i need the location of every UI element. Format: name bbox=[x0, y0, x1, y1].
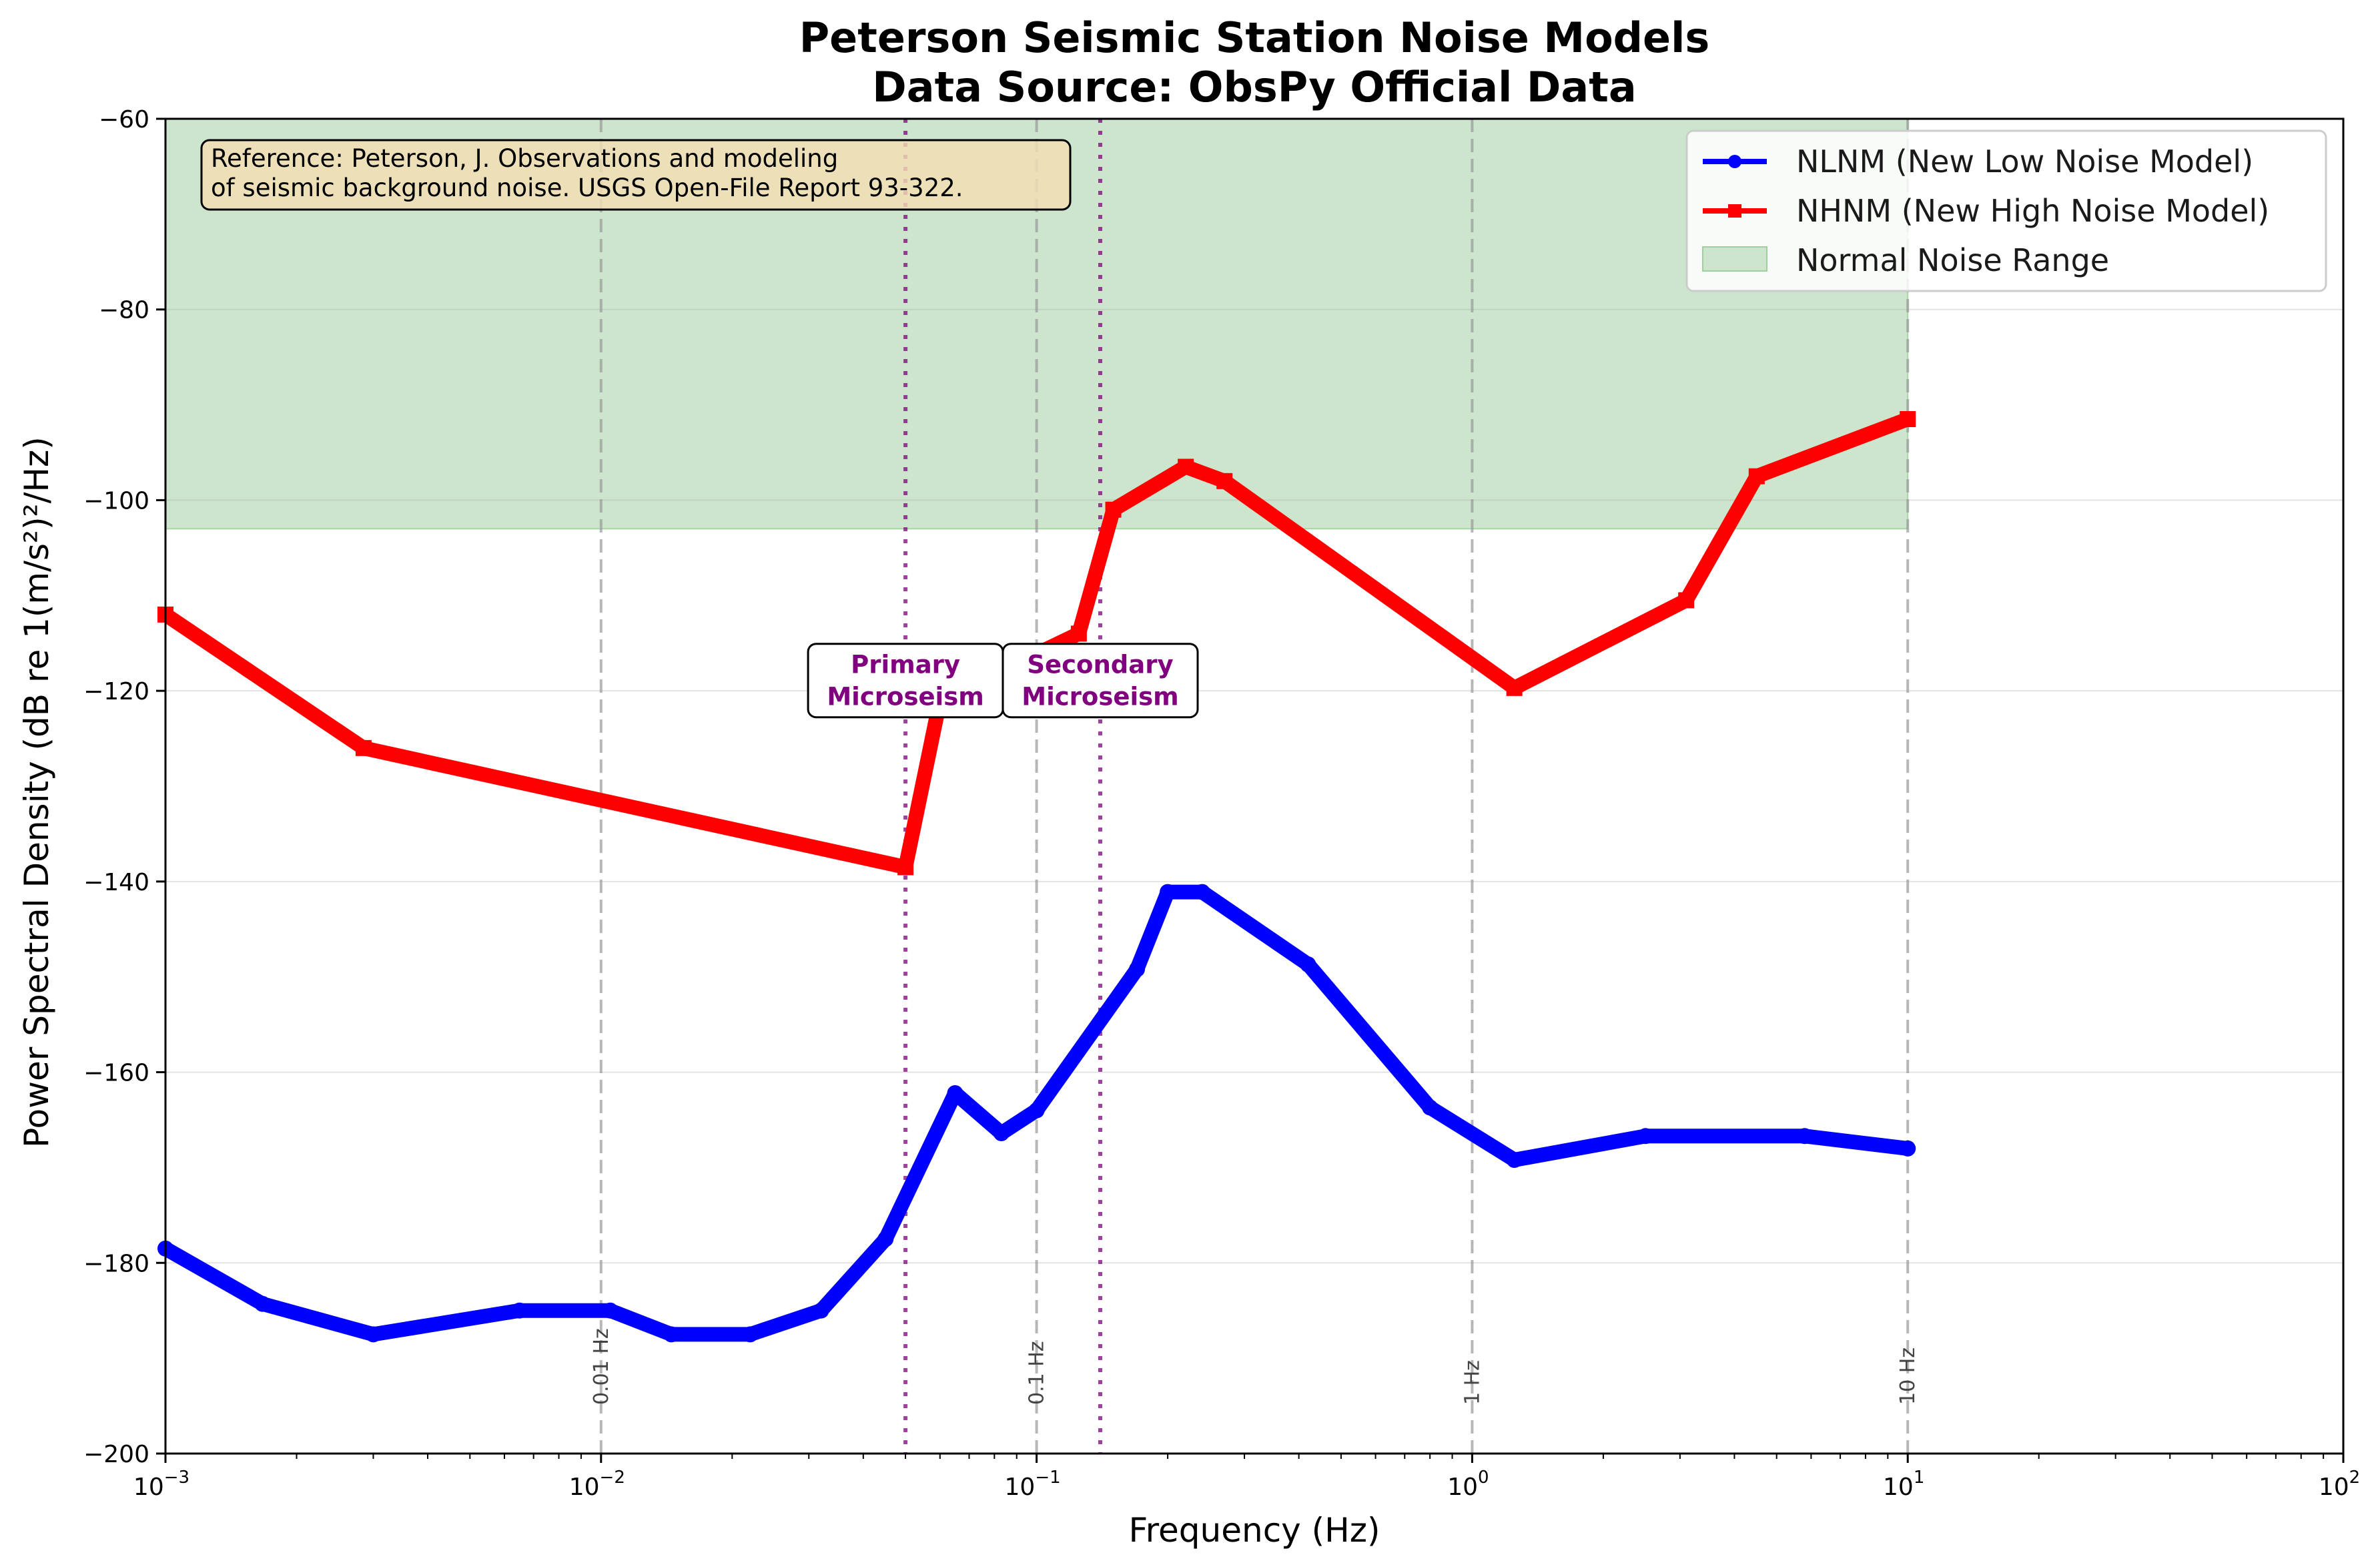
series-1-point-4 bbox=[1070, 625, 1087, 642]
y-tick-label-3: −140 bbox=[83, 869, 149, 896]
series-0-point-8 bbox=[877, 1231, 894, 1247]
y-tick-label-2: −160 bbox=[83, 1060, 149, 1087]
plot-area bbox=[165, 118, 2343, 1454]
series-1-point-6 bbox=[1178, 458, 1194, 475]
series-0-point-10 bbox=[993, 1125, 1010, 1141]
series-0-point-13 bbox=[1160, 884, 1176, 900]
y-tick-label-0: −200 bbox=[83, 1441, 149, 1468]
series-0-point-17 bbox=[1506, 1152, 1523, 1168]
x-tick-base-0: 10 bbox=[133, 1474, 164, 1501]
x-tick-label-3: 100 bbox=[1447, 1468, 1489, 1501]
series-1-point-7 bbox=[1216, 473, 1233, 489]
series-1-point-2 bbox=[897, 859, 914, 876]
series-0-point-19 bbox=[1796, 1128, 1813, 1145]
series-1-point-5 bbox=[1105, 501, 1122, 518]
microseism-annotations: Primary Microseism Secondary Microseism bbox=[807, 643, 1199, 719]
series-0-point-18 bbox=[1637, 1128, 1654, 1145]
legend-swatch-normal-range bbox=[1702, 246, 1767, 272]
x-tick-label-2: 10−1 bbox=[1005, 1468, 1061, 1501]
y-tick-label-7: −60 bbox=[99, 106, 149, 133]
series-0-point-15 bbox=[1300, 956, 1316, 973]
legend-label-normal-range: Normal Noise Range bbox=[1796, 242, 2109, 278]
series-0-point-6 bbox=[742, 1326, 759, 1343]
reference-line-label-1: 0.1 Hz bbox=[1026, 1341, 1049, 1405]
x-tick-label-4: 101 bbox=[1883, 1468, 1924, 1501]
legend-label-nhnm: NHNM (New High Noise Model) bbox=[1796, 193, 2269, 229]
series-0-point-4 bbox=[602, 1302, 619, 1319]
series-1-point-11 bbox=[1900, 411, 1916, 427]
legend-marker-nhnm bbox=[1728, 204, 1741, 218]
x-tick-exponent-1: −2 bbox=[600, 1468, 625, 1488]
x-tick-exponent-3: 0 bbox=[1478, 1468, 1489, 1488]
series-0-point-20 bbox=[1900, 1140, 1916, 1157]
y-axis-label: Power Spectral Density (dB re 1(m/s²)²/H… bbox=[17, 436, 56, 1148]
series-0-point-3 bbox=[511, 1302, 528, 1319]
y-tick-label-5: −100 bbox=[83, 487, 149, 515]
series-0-point-9 bbox=[947, 1085, 963, 1101]
series-1-point-9 bbox=[1678, 592, 1695, 609]
microseism-label-1-line-1: Microseism bbox=[1022, 683, 1178, 711]
x-tick-base-3: 10 bbox=[1447, 1474, 1478, 1501]
x-tick-base-5: 10 bbox=[2319, 1474, 2349, 1501]
reference-note-line-2: of seismic background noise. USGS Open-F… bbox=[211, 174, 963, 202]
series-1-point-8 bbox=[1506, 679, 1523, 696]
x-tick-exponent-5: 2 bbox=[2349, 1468, 2361, 1488]
series-0-point-11 bbox=[1028, 1102, 1045, 1119]
x-tick-label-1: 10−2 bbox=[569, 1468, 625, 1501]
series-0-point-2 bbox=[365, 1326, 382, 1343]
legend-marker-nlnm bbox=[1728, 155, 1741, 168]
series-line-1 bbox=[158, 412, 1916, 875]
legend-label-nlnm: NLNM (New Low Noise Model) bbox=[1796, 143, 2253, 180]
reference-note: Reference: Peterson, J. Observations and… bbox=[200, 139, 1072, 211]
microseism-label-0-line-1: Microseism bbox=[827, 683, 983, 711]
x-tick-exponent-2: −1 bbox=[1035, 1468, 1060, 1488]
reference-note-line-1: Reference: Peterson, J. Observations and… bbox=[211, 144, 838, 173]
y-tick-label-4: −120 bbox=[83, 678, 149, 705]
y-tick-label-1: −180 bbox=[83, 1250, 149, 1277]
plot-frame bbox=[164, 117, 2345, 1455]
microseism-label-0-line-0: Primary bbox=[851, 651, 960, 679]
x-tick-exponent-4: 1 bbox=[1914, 1468, 1925, 1488]
chart-title: Peterson Seismic Station Noise Models bbox=[799, 13, 1710, 62]
series-1-point-1 bbox=[355, 739, 372, 756]
legend-box bbox=[1685, 129, 2327, 292]
x-tick-label-5: 102 bbox=[2319, 1468, 2360, 1501]
microseism-label-box-1 bbox=[1002, 643, 1199, 719]
series-1-point-10 bbox=[1748, 468, 1765, 485]
series-0-point-7 bbox=[813, 1302, 829, 1319]
microseism-label-1-line-0: Secondary bbox=[1027, 651, 1173, 679]
reference-line-label-2: 1 Hz bbox=[1461, 1360, 1484, 1405]
chart-subtitle: Data Source: ObsPy Official Data bbox=[872, 63, 1636, 111]
series-0-point-14 bbox=[1194, 884, 1210, 900]
series-0-point-5 bbox=[663, 1326, 680, 1343]
x-tick-base-2: 10 bbox=[1005, 1474, 1036, 1501]
reference-lines: 0.01 Hz 0.1 Hz 1 Hz 10 Hz bbox=[590, 119, 1920, 1454]
x-tick-label-0: 10−3 bbox=[133, 1468, 189, 1501]
series-lines bbox=[157, 411, 1916, 1343]
series-0-point-1 bbox=[254, 1295, 271, 1312]
reference-line-label-3: 10 Hz bbox=[1896, 1347, 1920, 1405]
series-0-point-16 bbox=[1422, 1099, 1439, 1116]
y-tick-label-6: −80 bbox=[99, 297, 149, 324]
legend: NLNM (New Low Noise Model) NHNM (New Hig… bbox=[1685, 129, 2327, 292]
x-tick-base-1: 10 bbox=[569, 1474, 600, 1501]
reference-note-box bbox=[200, 139, 1072, 211]
reference-line-label-0: 0.01 Hz bbox=[590, 1328, 613, 1405]
series-0-point-12 bbox=[1129, 961, 1146, 978]
x-axis-label: Frequency (Hz) bbox=[1128, 1511, 1380, 1550]
x-tick-base-4: 10 bbox=[1883, 1474, 1914, 1501]
x-tick-exponent-0: −3 bbox=[164, 1468, 189, 1488]
